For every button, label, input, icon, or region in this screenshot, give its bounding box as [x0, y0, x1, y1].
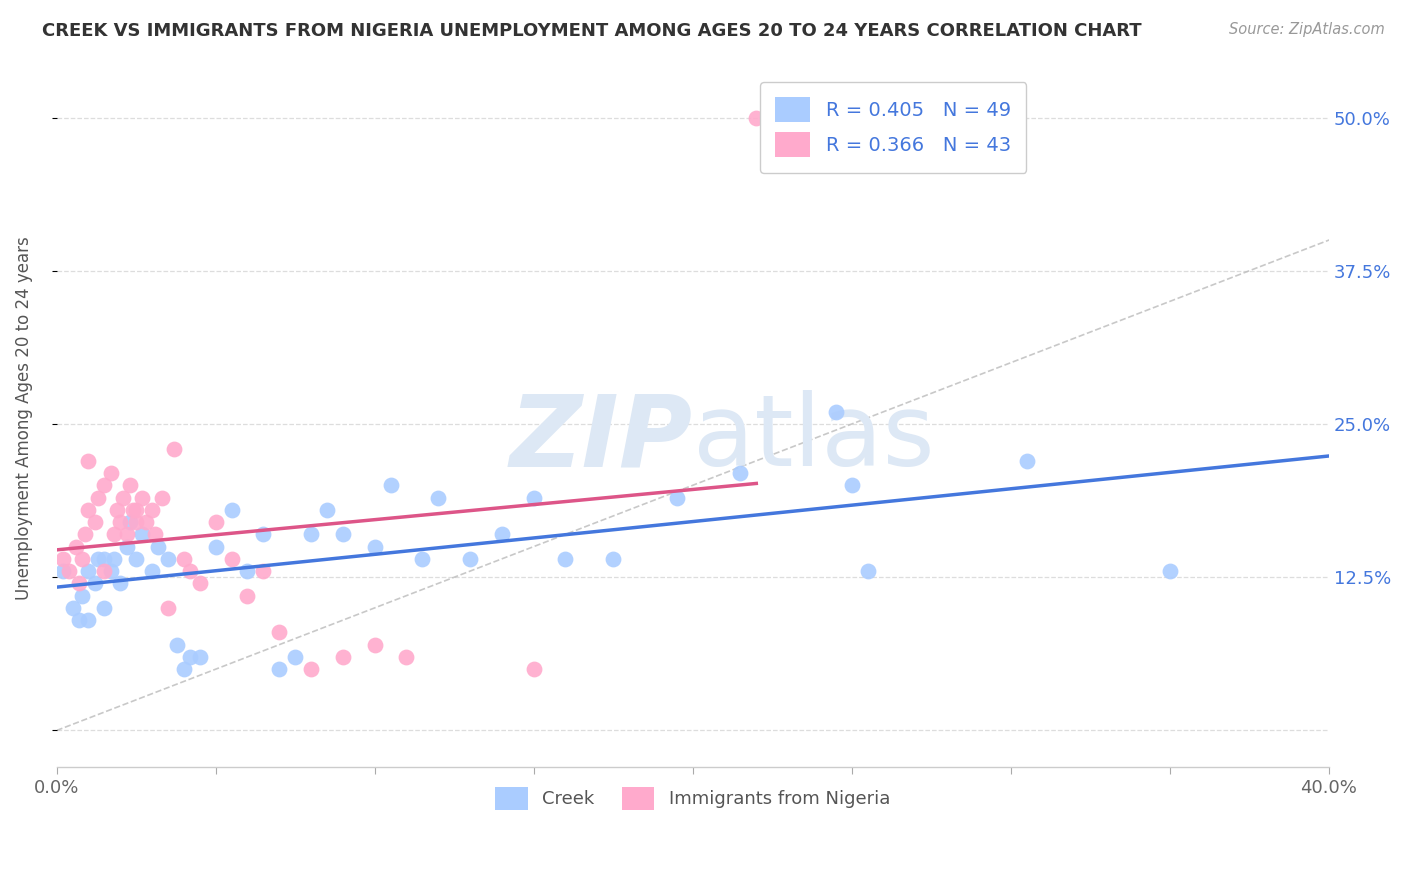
- Point: [135, 515, 157, 529]
- Point: [125, 503, 148, 517]
- Point: [65, 540, 87, 554]
- Point: [221, 552, 243, 566]
- Point: [730, 466, 752, 480]
- Point: [93, 478, 115, 492]
- Point: [299, 662, 322, 676]
- Point: [118, 478, 141, 492]
- Point: [491, 527, 513, 541]
- Point: [221, 503, 243, 517]
- Point: [62, 600, 84, 615]
- Point: [252, 527, 274, 541]
- Point: [103, 552, 125, 566]
- Point: [125, 515, 148, 529]
- Point: [427, 491, 450, 505]
- Point: [179, 564, 201, 578]
- Point: [824, 405, 846, 419]
- Point: [67, 576, 90, 591]
- Point: [332, 527, 354, 541]
- Point: [83, 515, 105, 529]
- Point: [83, 576, 105, 591]
- Legend: Creek, Immigrants from Nigeria: Creek, Immigrants from Nigeria: [481, 772, 904, 824]
- Text: Source: ZipAtlas.com: Source: ZipAtlas.com: [1229, 22, 1385, 37]
- Point: [332, 649, 354, 664]
- Point: [363, 638, 385, 652]
- Point: [554, 552, 576, 566]
- Point: [1159, 564, 1181, 578]
- Point: [316, 503, 339, 517]
- Point: [411, 552, 433, 566]
- Point: [856, 564, 879, 578]
- Point: [363, 540, 385, 554]
- Point: [115, 527, 138, 541]
- Point: [299, 527, 322, 541]
- Point: [77, 613, 100, 627]
- Point: [87, 491, 110, 505]
- Point: [173, 552, 195, 566]
- Point: [143, 527, 166, 541]
- Point: [100, 466, 122, 480]
- Point: [236, 564, 259, 578]
- Point: [115, 540, 138, 554]
- Point: [269, 662, 291, 676]
- Point: [93, 552, 115, 566]
- Point: [156, 552, 179, 566]
- Point: [458, 552, 481, 566]
- Point: [204, 515, 226, 529]
- Point: [166, 638, 188, 652]
- Point: [77, 454, 100, 468]
- Point: [67, 613, 90, 627]
- Text: CREEK VS IMMIGRANTS FROM NIGERIA UNEMPLOYMENT AMONG AGES 20 TO 24 YEARS CORRELAT: CREEK VS IMMIGRANTS FROM NIGERIA UNEMPLO…: [42, 22, 1142, 40]
- Point: [236, 589, 259, 603]
- Point: [1015, 454, 1038, 468]
- Point: [665, 491, 688, 505]
- Point: [188, 649, 211, 664]
- Point: [252, 564, 274, 578]
- Point: [141, 503, 163, 517]
- Point: [77, 503, 100, 517]
- Point: [103, 527, 125, 541]
- Point: [93, 564, 115, 578]
- Point: [70, 589, 93, 603]
- Point: [188, 576, 211, 591]
- Point: [110, 576, 132, 591]
- Point: [77, 564, 100, 578]
- Point: [131, 527, 153, 541]
- Point: [745, 111, 768, 125]
- Point: [52, 564, 75, 578]
- Point: [122, 503, 145, 517]
- Point: [100, 564, 122, 578]
- Point: [93, 600, 115, 615]
- Point: [179, 649, 201, 664]
- Point: [284, 649, 307, 664]
- Point: [523, 662, 546, 676]
- Text: atlas: atlas: [693, 391, 935, 487]
- Point: [125, 552, 148, 566]
- Point: [156, 600, 179, 615]
- Point: [395, 649, 418, 664]
- Point: [173, 662, 195, 676]
- Point: [380, 478, 402, 492]
- Point: [112, 491, 135, 505]
- Point: [163, 442, 186, 456]
- Point: [52, 552, 75, 566]
- Point: [269, 625, 291, 640]
- Point: [87, 552, 110, 566]
- Point: [58, 564, 80, 578]
- Point: [118, 515, 141, 529]
- Point: [110, 515, 132, 529]
- Y-axis label: Unemployment Among Ages 20 to 24 years: Unemployment Among Ages 20 to 24 years: [15, 236, 32, 599]
- Point: [141, 564, 163, 578]
- Point: [150, 491, 173, 505]
- Point: [841, 478, 863, 492]
- Point: [204, 540, 226, 554]
- Point: [148, 540, 170, 554]
- Point: [75, 527, 97, 541]
- Text: ZIP: ZIP: [510, 391, 693, 487]
- Point: [131, 491, 153, 505]
- Point: [105, 503, 128, 517]
- Point: [602, 552, 624, 566]
- Point: [523, 491, 546, 505]
- Point: [70, 552, 93, 566]
